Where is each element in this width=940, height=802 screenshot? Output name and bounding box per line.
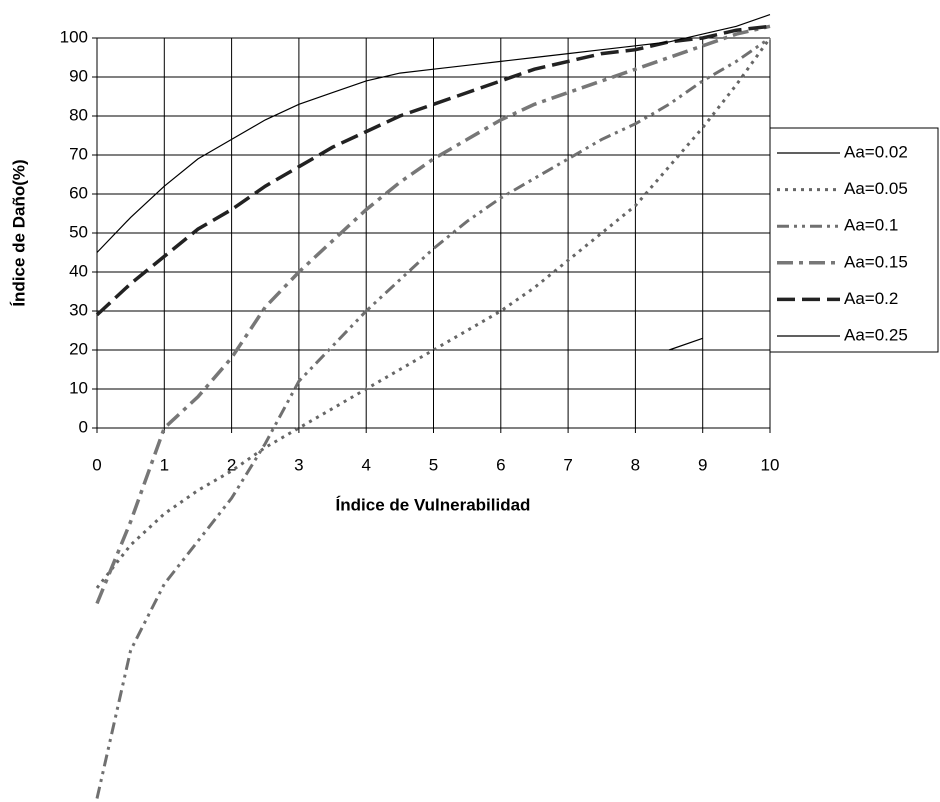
x-tick-label: 4	[361, 455, 370, 474]
x-tick-label: 2	[227, 455, 236, 474]
data-line	[668, 337, 703, 351]
y-tick-label: 30	[69, 300, 88, 319]
data-line	[95, 37, 772, 589]
y-tick-label: 90	[69, 66, 88, 85]
y-tick-label: 50	[69, 222, 88, 241]
data-line	[95, 24, 771, 317]
legend-label: Aa=0.2	[844, 289, 898, 308]
x-tick-label: 1	[160, 455, 169, 474]
x-tick-label: 10	[761, 455, 780, 474]
y-tick-label: 70	[69, 144, 88, 163]
data-line	[95, 36, 771, 799]
legend-label: Aa=0.05	[844, 179, 908, 198]
x-tick-label: 7	[563, 455, 572, 474]
legend-label: Aa=0.15	[844, 252, 908, 271]
y-tick-label: 60	[69, 183, 88, 202]
legend-label: Aa=0.25	[844, 325, 908, 344]
y-tick-label: 80	[69, 105, 88, 124]
y-axis-label: Índice de Daño(%)	[9, 159, 28, 306]
y-tick-label: 20	[69, 339, 88, 358]
x-tick-label: 9	[698, 455, 707, 474]
x-tick-label: 6	[496, 455, 505, 474]
y-tick-label: 10	[69, 378, 88, 397]
x-tick-label: 8	[631, 455, 640, 474]
legend-label: Aa=0.02	[844, 142, 908, 161]
x-tick-label: 0	[92, 455, 101, 474]
x-axis-label: Índice de Vulnerabilidad	[336, 495, 531, 514]
y-tick-label: 0	[79, 417, 88, 436]
data-line	[96, 14, 771, 253]
legend-box	[769, 127, 939, 353]
x-tick-label: 3	[294, 455, 303, 474]
y-tick-label: 100	[60, 27, 88, 46]
x-tick-label: 5	[429, 455, 438, 474]
y-tick-label: 40	[69, 261, 88, 280]
legend-label: Aa=0.1	[844, 216, 898, 235]
